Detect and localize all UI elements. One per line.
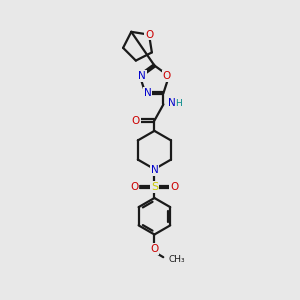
- Text: O: O: [170, 182, 178, 192]
- Text: CH₃: CH₃: [169, 255, 185, 264]
- Text: O: O: [163, 71, 171, 81]
- Text: O: O: [150, 244, 158, 254]
- Text: S: S: [151, 182, 158, 192]
- Text: N: N: [151, 165, 158, 175]
- Text: N: N: [168, 98, 176, 108]
- Text: O: O: [130, 182, 139, 192]
- Text: N: N: [144, 88, 152, 98]
- Text: N: N: [138, 71, 146, 81]
- Text: H: H: [175, 99, 181, 108]
- Text: O: O: [145, 30, 153, 40]
- Text: O: O: [132, 116, 140, 126]
